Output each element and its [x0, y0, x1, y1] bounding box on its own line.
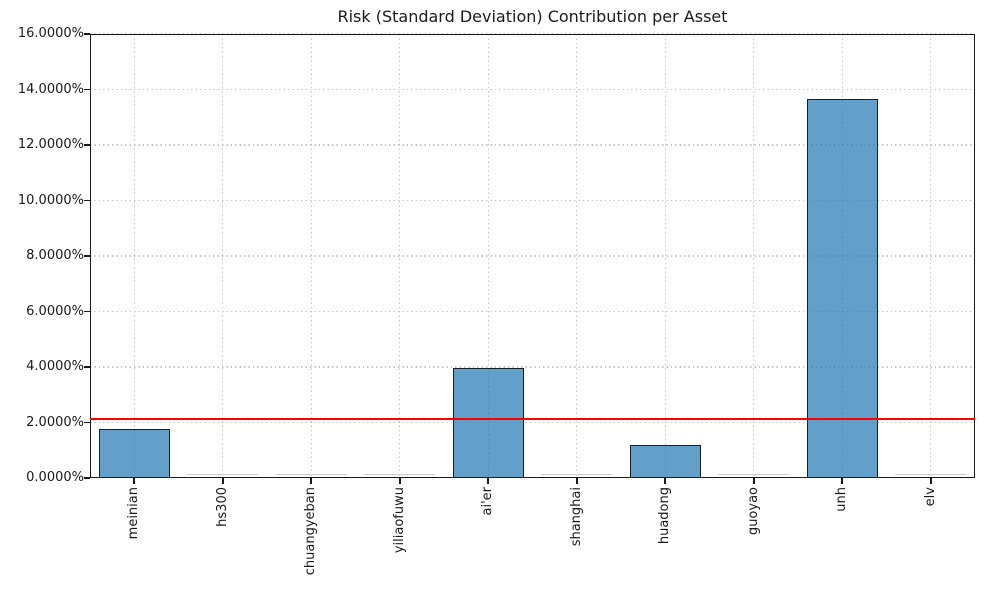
x-gridline	[930, 34, 932, 478]
x-tick-label: meinian	[126, 487, 142, 540]
x-tick-label: elv	[922, 487, 938, 507]
x-tick-label: unh	[834, 487, 850, 512]
y-tick-mark	[84, 477, 90, 479]
y-tick-label: 12.0000%	[17, 137, 84, 152]
y-tick-mark	[84, 255, 90, 257]
plot-area	[90, 33, 975, 478]
y-gridline	[90, 88, 975, 91]
bar-elv	[895, 473, 967, 475]
chart-title: Risk (Standard Deviation) Contribution p…	[337, 7, 728, 26]
x-tick-label: guoyao	[745, 487, 761, 536]
bar-huadong	[629, 445, 701, 478]
x-gridline	[664, 34, 666, 478]
y-tick-label: 6.0000%	[26, 303, 84, 319]
y-tick-mark	[84, 199, 90, 202]
bar-unh	[806, 99, 878, 478]
x-tick-label: ai'er	[480, 487, 496, 516]
x-tick-label: huadong	[657, 487, 673, 545]
x-tick-mark	[133, 478, 136, 484]
x-tick-mark	[929, 478, 932, 484]
y-tick-label: 10.0000%	[17, 192, 84, 208]
x-gridline	[310, 34, 312, 478]
x-gridline	[753, 34, 755, 478]
y-tick-mark	[84, 144, 90, 146]
y-tick-label: 14.0000%	[17, 81, 84, 97]
x-tick-mark	[752, 478, 755, 484]
x-tick-mark	[841, 478, 844, 484]
y-gridline	[90, 144, 975, 146]
y-gridline	[90, 199, 975, 202]
x-gridline	[133, 34, 135, 478]
y-tick-label: 4.0000%	[26, 359, 84, 374]
x-tick-label: shanghai	[568, 487, 584, 547]
x-gridline	[399, 34, 401, 478]
x-gridline	[576, 34, 578, 478]
y-tick-mark	[84, 33, 90, 35]
y-tick-label: 16.0000%	[17, 26, 84, 41]
y-tick-mark	[84, 310, 90, 313]
bar-yiliaofuwu	[364, 473, 436, 475]
bar-hs300	[187, 473, 259, 475]
x-gridline	[222, 34, 224, 478]
x-tick-mark	[487, 478, 490, 484]
bar-chuangyeban	[275, 473, 347, 475]
x-tick-mark	[575, 478, 578, 484]
x-tick-label: yiliaofuwu	[391, 487, 407, 554]
y-tick-mark	[84, 421, 90, 424]
bar-guoyao	[718, 473, 790, 475]
x-tick-label: chuangyeban	[303, 487, 319, 576]
x-gridline	[487, 34, 489, 478]
y-tick-label: 2.0000%	[26, 414, 84, 430]
x-tick-label: hs300	[214, 487, 230, 527]
y-tick-label: 8.0000%	[26, 248, 84, 263]
bar-meinian	[98, 428, 170, 478]
y-tick-mark	[84, 88, 90, 91]
y-gridline	[90, 255, 975, 257]
y-gridline	[90, 421, 975, 424]
bar-ai'er	[452, 367, 524, 478]
reference-line	[90, 417, 975, 421]
x-tick-mark	[398, 478, 401, 484]
bar-shanghai	[541, 473, 613, 475]
y-gridline	[90, 366, 975, 368]
y-tick-mark	[84, 366, 90, 368]
y-tick-label: 0.0000%	[26, 470, 84, 485]
x-tick-mark	[221, 478, 224, 484]
x-tick-mark	[310, 478, 313, 484]
y-gridline	[90, 310, 975, 313]
x-tick-mark	[664, 478, 667, 484]
